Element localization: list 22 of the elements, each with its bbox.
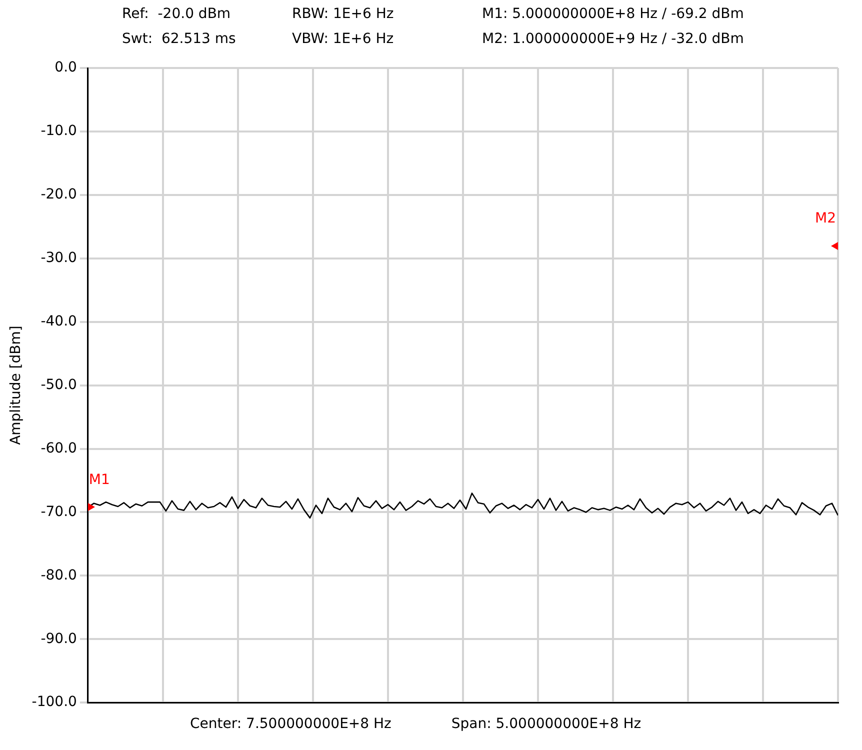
y-tick-label: -50.0	[40, 376, 77, 393]
y-tick-label: -70.0	[40, 504, 77, 520]
y-tick-label: -40.0	[40, 313, 77, 330]
y-axis-title: Amplitude [dBm]	[8, 326, 24, 445]
annotation: M1	[88, 472, 110, 488]
annotation: M2	[815, 210, 836, 226]
text: RBW: 1E+6 Hz	[292, 5, 395, 24]
text: Ref: -20.0 dBm	[122, 5, 232, 24]
text: VBW: 1E+6 Hz	[292, 30, 395, 49]
text: Swt: 62.513 ms	[122, 30, 237, 49]
y-tick-label: -10.0	[40, 123, 77, 140]
text: Center: 7.500000000E+8 Hz	[190, 716, 392, 732]
y-tick-label: -30.0	[40, 250, 77, 266]
text: M1: 5.000000000E+8 Hz / -69.2 dBm	[482, 5, 745, 24]
y-tick-label: -20.0	[40, 186, 77, 203]
y-tick-label: -60.0	[40, 440, 77, 456]
y-tick-label: -90.0	[40, 630, 77, 647]
y-tick-label: -100.0	[32, 694, 77, 710]
text: Span: 5.000000000E+8 Hz	[451, 716, 642, 732]
y-tick-label: -80.0	[40, 567, 77, 584]
text: M2: 1.000000000E+9 Hz / -32.0 dBm	[482, 30, 745, 49]
y-tick-label: 0.0	[54, 60, 77, 76]
